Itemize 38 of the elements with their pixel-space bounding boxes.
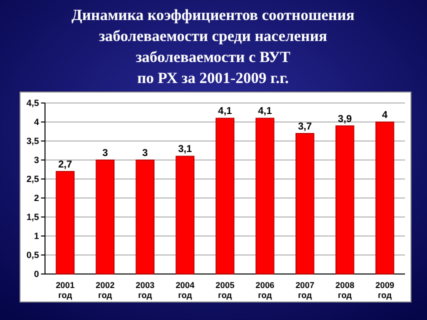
- data-label: 2,7: [58, 159, 73, 170]
- x-tick-label: 2008 год: [335, 280, 355, 300]
- y-tick-label: 2,5: [26, 174, 39, 184]
- y-tick-label: 0: [34, 269, 39, 279]
- x-tick-label: 2009 год: [375, 280, 395, 300]
- x-tick-label: 2005 год: [216, 280, 235, 300]
- x-tick-label: 2007 год: [295, 280, 315, 300]
- data-label: 4: [382, 110, 388, 121]
- y-tick-label: 0,5: [26, 250, 39, 260]
- bar: [216, 118, 234, 274]
- y-tick-label: 4: [34, 117, 39, 127]
- data-label: 3: [142, 148, 148, 159]
- bar: [256, 118, 274, 274]
- y-tick-label: 3,5: [26, 136, 39, 146]
- y-tick-label: 4,5: [26, 98, 39, 108]
- y-tick-label: 1,5: [26, 212, 39, 222]
- data-label: 3,7: [298, 121, 312, 132]
- y-tick-label: 2: [34, 193, 39, 203]
- y-tick-label: 3: [34, 155, 39, 165]
- x-tick-label: 2004 год: [176, 280, 195, 300]
- x-tick-label: 2003 год: [136, 280, 155, 300]
- bar: [136, 160, 154, 274]
- bar: [375, 122, 394, 274]
- data-label: 3: [102, 148, 108, 159]
- bar: [296, 133, 314, 274]
- chart-title: Динамика коэффициентов соотношения заболеваемости среди населения заболеваемости с ВУТ по РХ за 2001-2009 г.г.: [71, 7, 355, 87]
- data-label: 4,1: [218, 106, 232, 118]
- x-tick-label: 2001 год: [56, 280, 75, 300]
- data-label: 3,1: [178, 144, 192, 156]
- bar: [96, 160, 115, 274]
- data-label: 3,9: [338, 114, 352, 125]
- bar: [176, 156, 194, 274]
- x-tick-label: 2002 год: [96, 280, 115, 300]
- bar: [335, 125, 354, 274]
- x-tick-label: 2006 год: [255, 280, 275, 300]
- data-label: 4,1: [258, 106, 272, 118]
- bar: [56, 171, 75, 274]
- y-tick-label: 1: [34, 231, 39, 241]
